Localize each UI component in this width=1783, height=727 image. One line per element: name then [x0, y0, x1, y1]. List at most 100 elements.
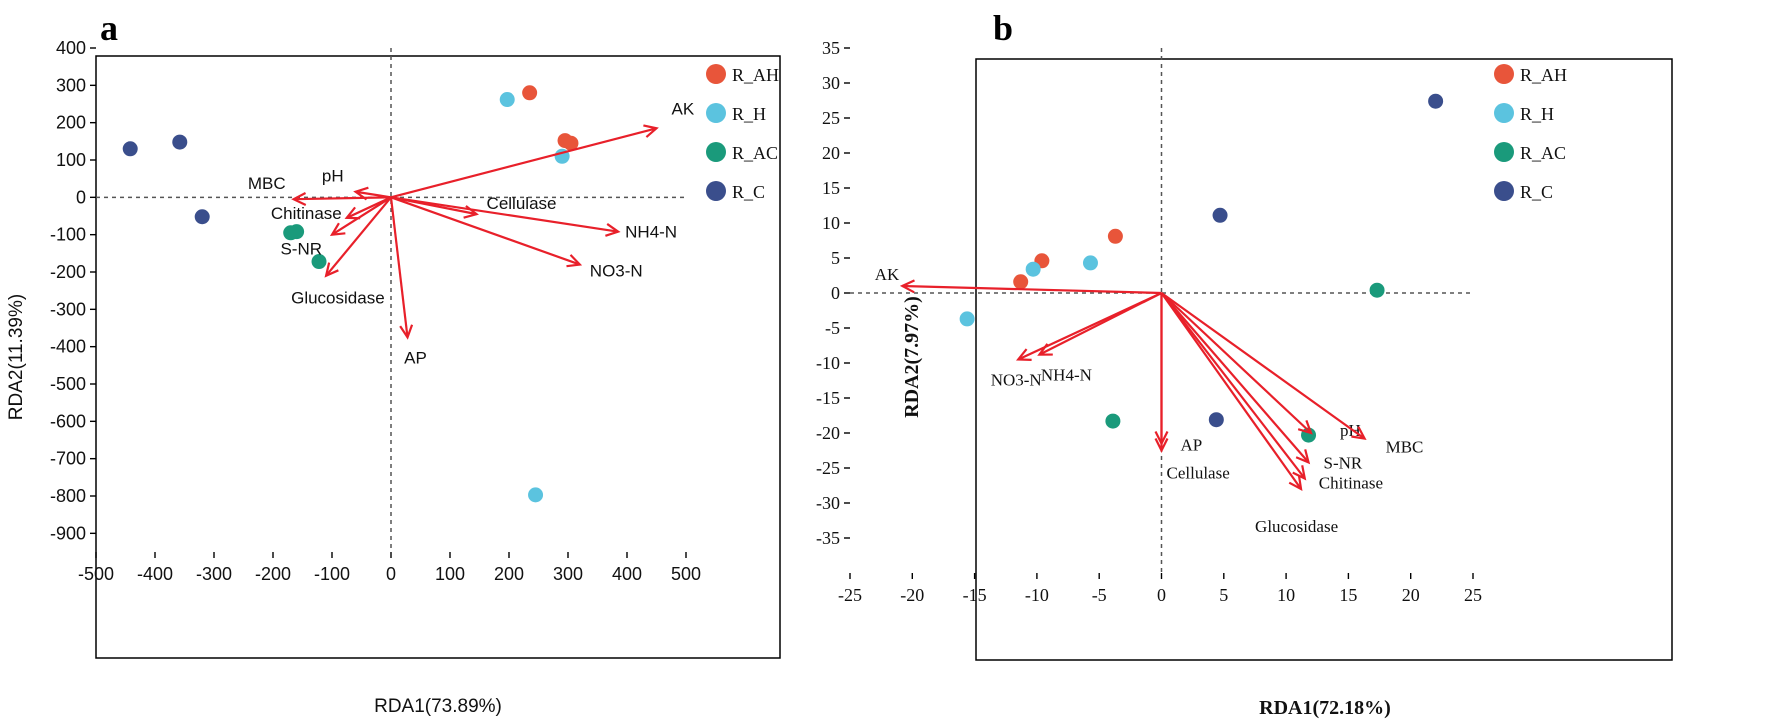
- panel-a-vector-no3-n: [390, 196, 583, 268]
- panel-a-vector-ph: [353, 186, 392, 201]
- panel-a-x-tick-label: -500: [78, 564, 114, 584]
- panel-a-legend-label-r-c: R_C: [732, 182, 765, 202]
- panel-a-legend-marker-r-ah: [706, 64, 726, 84]
- panel-a-vector-mbc: [291, 191, 392, 206]
- panel-a-point-r-h: [528, 487, 544, 503]
- panel-b-point-r-h: [1025, 261, 1041, 277]
- panel-a-point-r-h: [499, 92, 515, 108]
- panel-b-x-tick-label: -20: [900, 585, 924, 605]
- panel-a-legend-marker-r-ac: [706, 142, 726, 162]
- panel-a-legend-marker-r-c: [706, 181, 726, 201]
- panel-b-vector-label-ap: AP: [1181, 436, 1203, 455]
- panel-b-legend-marker-r-c: [1494, 181, 1514, 201]
- panel-b-vector-chitinase: [1160, 292, 1307, 481]
- panel-a-vector-cellulase: [390, 196, 479, 219]
- panel-a-vector-ap: [389, 197, 414, 340]
- panel-a-x-tick-label: 100: [435, 564, 465, 584]
- panel-b-point-r-ah: [1013, 274, 1029, 290]
- panel-b-legend-label-r-ah: R_AH: [1520, 65, 1567, 85]
- panel-a-x-tick-label: 400: [612, 564, 642, 584]
- panel-a-vector-label-s-nr: S-NR: [280, 240, 322, 259]
- panel-b-y-tick-label: 10: [822, 213, 840, 233]
- panel-a-vector-label-chitinase: Chitinase: [271, 204, 342, 223]
- panel-b-x-tick-label: -5: [1092, 585, 1107, 605]
- panel-a-y-tick-label: -100: [50, 225, 86, 245]
- panel-a-y-tick-label: -200: [50, 262, 86, 282]
- panel-a-x-axis-title: RDA1(73.89%): [374, 696, 502, 717]
- panel-b-y-tick-label: 35: [822, 38, 840, 58]
- panel-b-vector-label-s-nr: S-NR: [1324, 453, 1363, 472]
- panel-a-y-tick-label: -800: [50, 486, 86, 506]
- panel-b-y-tick-label: -20: [816, 423, 840, 443]
- panel-b-y-tick-label: 5: [831, 248, 840, 268]
- panel-b-vector-label-cellulase: Cellulase: [1167, 464, 1230, 483]
- panel-a-vector-ak: [390, 124, 659, 199]
- panel-a-point-r-c: [194, 209, 210, 225]
- panel-b-vector-label-glucosidase: Glucosidase: [1255, 517, 1338, 536]
- panel-a-vector-label-mbc: MBC: [248, 174, 286, 193]
- panel-b-x-tick-label: 20: [1402, 585, 1420, 605]
- panel-b-y-tick-label: -25: [816, 458, 840, 478]
- panel-a-y-tick-label: 300: [56, 75, 86, 95]
- panel-b-x-tick-label: 0: [1157, 585, 1166, 605]
- panel-b-x-tick-label: 5: [1219, 585, 1228, 605]
- panel-a-legend-label-r-ah: R_AH: [732, 65, 779, 85]
- panel-a-vector-label-no3-n: NO3-N: [590, 262, 643, 281]
- panel-b-x-tick-label: -15: [963, 585, 987, 605]
- panel-a-y-tick-label: -900: [50, 523, 86, 543]
- panel-a-y-axis-title: RDA2(11.39%): [6, 294, 27, 420]
- panel-a-x-tick-label: -400: [137, 564, 173, 584]
- panel-a-x-tick-label: -100: [314, 564, 350, 584]
- panel-a-y-tick-label: -300: [50, 299, 86, 319]
- panel-a-x-tick-label: -200: [255, 564, 291, 584]
- panel-a-vector-label-ph: pH: [322, 167, 344, 186]
- panel-a-point-r-ah: [563, 135, 579, 151]
- panel-a-x-tick-label: 500: [671, 564, 701, 584]
- panel-a-point-r-ac: [289, 224, 305, 240]
- panel-b-y-tick-label: 15: [822, 178, 840, 198]
- panel-b-point-r-ac: [1369, 282, 1385, 298]
- panel-b-vector-label-nh4-n: NH4-N: [1041, 366, 1092, 385]
- panel-a-vector-nh4-n: [390, 196, 621, 237]
- panel-a-y-tick-label: 0: [76, 187, 86, 207]
- panel-a-legend-label-r-ac: R_AC: [732, 143, 778, 163]
- panel-a-x-tick-label: 0: [386, 564, 396, 584]
- panel-a-y-tick-label: -700: [50, 449, 86, 469]
- panel-a-point-r-c: [172, 134, 188, 150]
- panel-b-vector-label-chitinase: Chitinase: [1319, 474, 1383, 493]
- panel-b-legend-marker-r-ac: [1494, 142, 1514, 162]
- panel-a-vector-s-nr: [329, 196, 392, 236]
- panel-b-plot-frame: [975, 58, 1673, 661]
- panel-b-y-tick-label: -5: [825, 318, 840, 338]
- panel-b: b -25 -20 -15 -10 -5 0 5 10 15 20 25 35 30 25 20 15 10 5 0…: [816, 8, 1673, 719]
- panel-b-y-axis-title: RDA2(7.97%): [901, 296, 923, 418]
- panel-a-legend-marker-r-h: [706, 103, 726, 123]
- panel-a-vector-label-glucosidase: Glucosidase: [291, 289, 385, 308]
- panel-b-vector-nh4-n: [1037, 292, 1162, 356]
- panel-b-y-tick-label: 20: [822, 143, 840, 163]
- panel-b-y-tick-label: 30: [822, 73, 840, 93]
- panel-b-legend-marker-r-h: [1494, 103, 1514, 123]
- panel-b-y-tick-label: -30: [816, 493, 840, 513]
- panel-b-y-tick-label: 25: [822, 108, 840, 128]
- panel-a-legend-label-r-h: R_H: [732, 104, 766, 124]
- panel-a-y-tick-label: 400: [56, 38, 86, 58]
- panel-a-plot-frame: [95, 55, 781, 659]
- panel-b-y-tick-label: 0: [831, 283, 840, 303]
- panel-b-point-r-ah: [1107, 228, 1123, 244]
- panel-b-vector-label-no3-n: NO3-N: [991, 371, 1042, 390]
- panel-b-vector-glucosidase: [1160, 292, 1303, 492]
- panel-b-point-r-h: [1082, 255, 1098, 271]
- panel-b-vector-ph: [1160, 292, 1313, 435]
- panel-a-x-tick-label: 200: [494, 564, 524, 584]
- panel-b-vector-ak: [899, 279, 1162, 295]
- panel-b-x-tick-label: -10: [1025, 585, 1049, 605]
- panel-b-x-tick-label: 25: [1464, 585, 1482, 605]
- panel-b-legend-marker-r-ah: [1494, 64, 1514, 84]
- panel-b-vector-label-mbc: MBC: [1386, 438, 1424, 457]
- panel-b-legend-label-r-h: R_H: [1520, 104, 1554, 124]
- panel-a-x-tick-label: -300: [196, 564, 232, 584]
- panel-b-legend: R_AH R_H R_AC R_C: [1494, 64, 1567, 202]
- panel-a-vector-glucosidase: [324, 196, 392, 278]
- panel-b-point-r-c: [1212, 207, 1228, 223]
